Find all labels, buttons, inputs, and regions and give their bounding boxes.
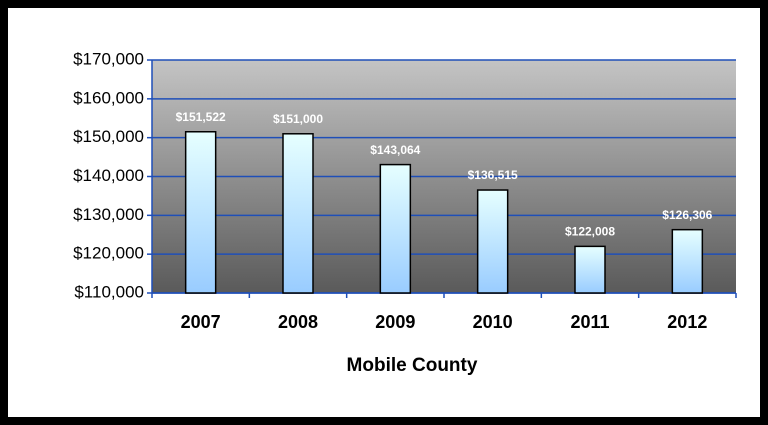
x-tick-label: 2012 — [667, 312, 707, 332]
y-tick-label: $110,000 — [74, 282, 144, 301]
bar — [574, 245, 606, 294]
x-tick-label: 2010 — [473, 312, 513, 332]
bar — [379, 163, 412, 294]
y-tick-label: $120,000 — [73, 244, 144, 263]
x-tick-label: 2011 — [570, 312, 609, 332]
x-tick-label: 2007 — [181, 312, 221, 332]
y-tick-label: $150,000 — [73, 127, 144, 146]
plot-layer: $110,000 $120,000 $130,000 $140,000 $150,000… — [73, 49, 737, 332]
x-tick-label: 2008 — [278, 312, 318, 332]
x-tick-label: 2009 — [375, 312, 415, 332]
y-tick-label: $160,000 — [73, 88, 144, 107]
y-tick-label: $130,000 — [73, 205, 144, 224]
data-label: $122,008 — [565, 225, 615, 239]
bar — [476, 189, 509, 294]
x-axis-title: Mobile County — [347, 355, 478, 376]
bar — [184, 131, 217, 294]
data-label: $143,064 — [370, 143, 420, 157]
data-label: $126,306 — [662, 208, 712, 222]
y-tick-label: $140,000 — [73, 166, 144, 185]
data-label: $151,000 — [273, 112, 323, 126]
data-label: $136,515 — [468, 168, 518, 182]
bar — [282, 133, 314, 294]
data-label: $151,522 — [176, 110, 226, 124]
bar — [671, 228, 704, 294]
y-tick-label: $170,000 — [73, 49, 144, 68]
